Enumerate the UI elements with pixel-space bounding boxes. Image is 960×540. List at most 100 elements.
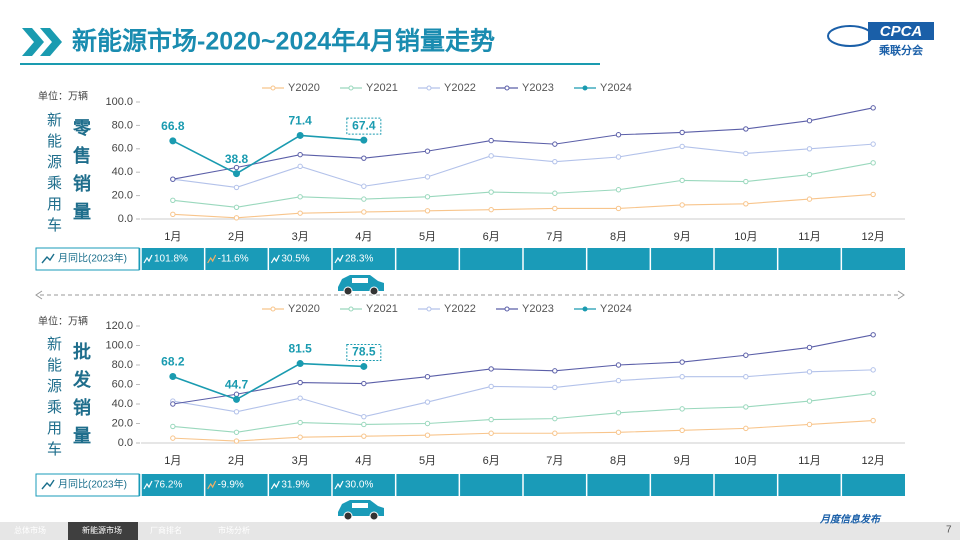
point — [297, 163, 303, 170]
point — [297, 379, 303, 386]
point — [870, 390, 876, 396]
side-label: 新能源乘用车 — [45, 336, 62, 462]
legend-label: Y2020 — [288, 82, 320, 94]
point — [424, 399, 431, 405]
y-tick-label: 100.0 — [105, 339, 133, 351]
point — [233, 170, 240, 178]
x-tick-label: 11月 — [798, 231, 820, 243]
legend-label: Y2021 — [366, 303, 398, 315]
series-line — [172, 369, 874, 418]
point — [424, 194, 431, 200]
divider-arrow — [897, 290, 905, 300]
point — [870, 332, 876, 338]
car-icon — [338, 500, 384, 521]
point — [806, 196, 813, 202]
point — [170, 401, 176, 407]
legend-marker — [504, 85, 510, 91]
car-icon — [338, 275, 384, 296]
legend-marker — [426, 85, 432, 91]
point — [806, 146, 813, 152]
point — [424, 374, 431, 380]
car-window — [352, 278, 368, 283]
y-tick-label: 80.0 — [112, 359, 133, 371]
point — [679, 359, 685, 365]
point — [233, 429, 240, 435]
point — [552, 158, 558, 165]
point — [615, 132, 622, 138]
yoy-icon — [270, 480, 280, 490]
point — [296, 360, 304, 368]
car-wheel — [343, 511, 353, 521]
point — [870, 191, 876, 198]
point — [679, 406, 685, 412]
point — [743, 126, 749, 132]
point — [679, 177, 685, 184]
page-number: 7 — [946, 525, 952, 536]
label-box — [346, 117, 382, 135]
x-tick-label: 1月 — [164, 455, 181, 467]
point — [233, 215, 240, 221]
point — [297, 210, 303, 216]
point — [615, 187, 622, 193]
series-line — [172, 420, 874, 442]
x-tick-label: 12月 — [862, 455, 885, 467]
point — [233, 409, 240, 415]
point — [233, 164, 240, 171]
point — [233, 184, 240, 191]
yoy-icon — [41, 479, 55, 490]
x-tick-label: 1月 — [164, 231, 181, 243]
x-tick-label: 6月 — [483, 455, 500, 467]
x-tick-label: 5月 — [419, 231, 436, 243]
series-line — [172, 193, 874, 219]
legend-label: Y2024 — [600, 82, 632, 94]
point — [552, 190, 558, 196]
point — [361, 433, 367, 439]
point — [743, 178, 749, 185]
point — [170, 197, 176, 203]
point — [870, 160, 876, 166]
series-line — [172, 334, 874, 405]
point — [552, 141, 558, 147]
point — [552, 368, 558, 374]
legend-marker — [270, 85, 276, 91]
data-label: 38.8 — [225, 152, 249, 166]
yoy-label: 月同比(2023年) — [58, 478, 127, 491]
point — [806, 369, 813, 375]
x-tick-label: 8月 — [610, 231, 627, 243]
legend-marker — [270, 306, 276, 312]
point — [743, 425, 749, 432]
point — [488, 366, 494, 372]
point — [806, 398, 813, 404]
point — [361, 209, 367, 215]
unit-label: 单位：万辆 — [38, 90, 88, 103]
legend-marker — [582, 306, 588, 312]
yoy-row — [36, 474, 905, 496]
series-line — [172, 162, 874, 208]
legend-label: Y2020 — [288, 303, 320, 315]
point — [488, 416, 494, 423]
legend-marker — [582, 85, 588, 91]
car-wheel — [369, 511, 379, 521]
legend-marker — [348, 306, 354, 312]
point — [743, 201, 749, 207]
point — [297, 151, 303, 158]
point — [679, 202, 685, 208]
point — [615, 154, 622, 160]
chart-label: 零售销量 — [71, 118, 91, 230]
point — [615, 377, 622, 384]
y-tick-label: 20.0 — [112, 190, 133, 202]
data-label: 71.4 — [288, 114, 312, 128]
x-tick-label: 2月 — [228, 231, 245, 243]
yoy-value: 30.0% — [345, 480, 373, 491]
point — [679, 129, 685, 136]
yoy-value: -9.9% — [218, 480, 244, 491]
x-tick-label: 11月 — [798, 455, 820, 467]
legend-label: Y2024 — [600, 303, 632, 315]
point — [361, 413, 367, 420]
x-tick-label: 2月 — [228, 455, 245, 467]
point — [233, 438, 240, 444]
legend-marker — [504, 306, 510, 312]
point — [743, 150, 749, 157]
yoy-label: 月同比(2023年) — [58, 252, 127, 265]
label-box — [346, 343, 382, 361]
